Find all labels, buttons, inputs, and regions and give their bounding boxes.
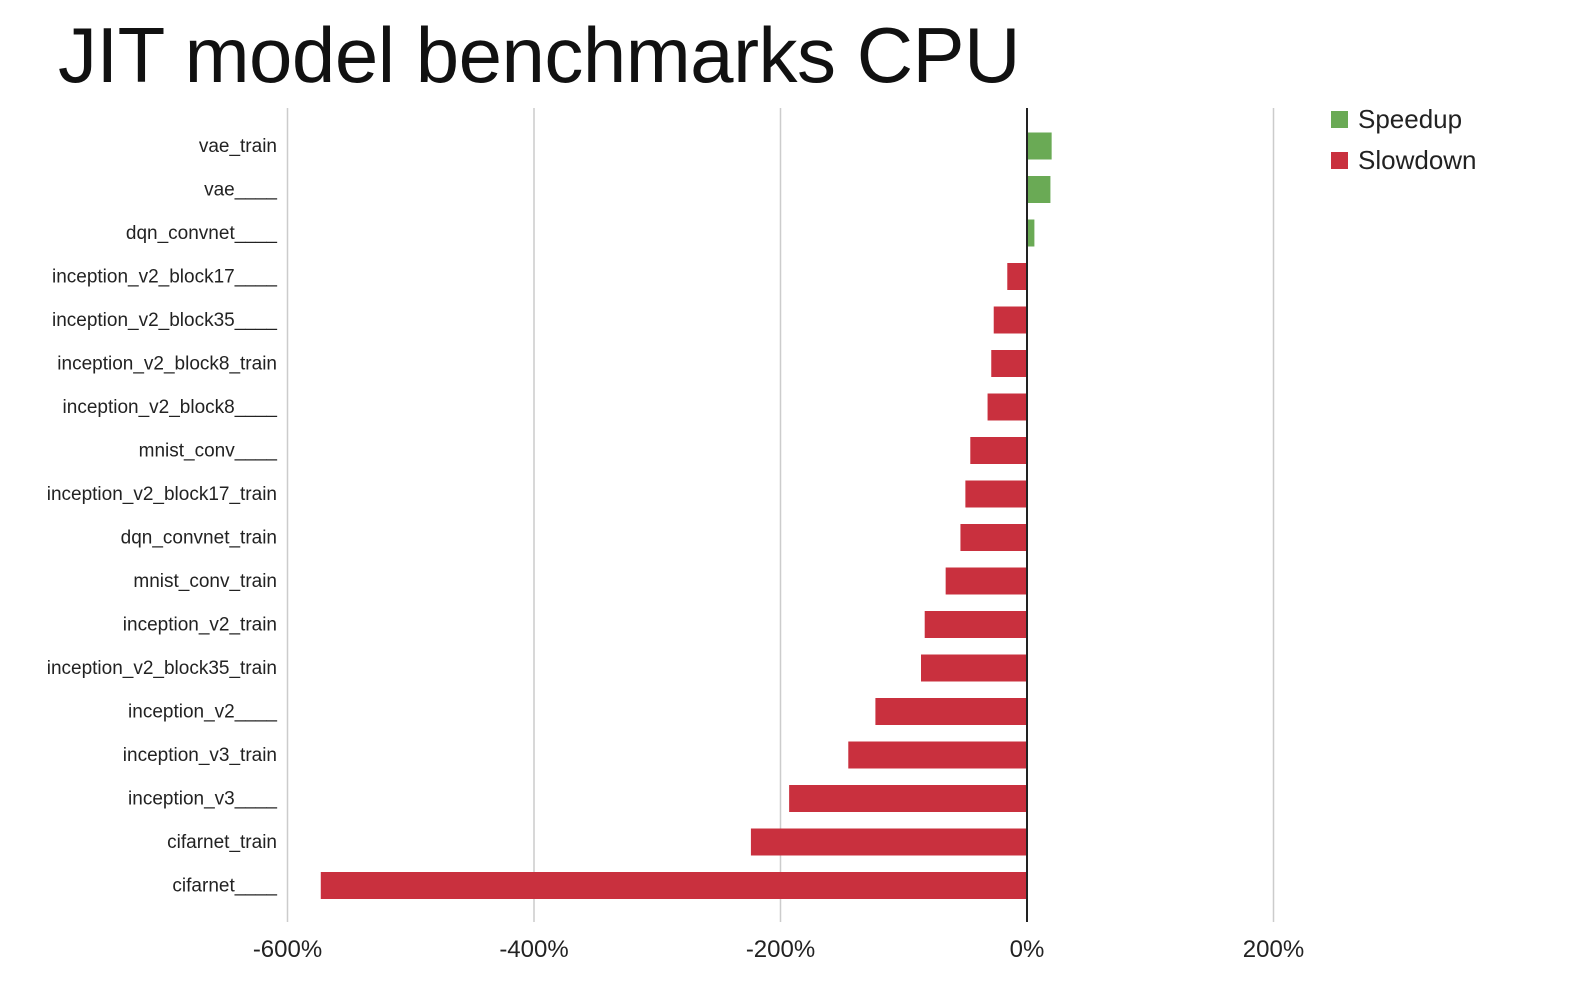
- category-labels: vae_train vae____ dqn_convnet____ inception…: [47, 136, 278, 897]
- gridlines: [286, 108, 1275, 922]
- category-label: dqn_convnet_train: [121, 528, 277, 549]
- x-tick-label: 0%: [1010, 936, 1045, 963]
- bar: [1027, 219, 1035, 247]
- bar: [875, 698, 1027, 725]
- category-label: inception_v2_block8____: [63, 397, 278, 418]
- category-label: inception_v2_block35____: [52, 310, 277, 331]
- category-label: inception_v3____: [128, 789, 277, 810]
- bar: [848, 741, 1027, 769]
- bar: [750, 828, 1027, 856]
- category-label: cifarnet____: [172, 876, 277, 897]
- category-label: inception_v2_block35_train: [47, 658, 277, 679]
- bar: [1007, 263, 1027, 290]
- category-label: mnist_conv____: [139, 441, 278, 462]
- category-label: dqn_convnet____: [126, 223, 278, 244]
- bars: [320, 132, 1052, 899]
- bar: [987, 393, 1027, 421]
- x-tick-label: -400%: [499, 936, 568, 963]
- category-label: vae____: [204, 180, 277, 201]
- legend-swatch: [1331, 111, 1348, 128]
- bar: [320, 872, 1028, 899]
- x-tick-label: 200%: [1243, 936, 1304, 963]
- x-tick-labels: -600% -400% -200% 0% 200%: [253, 936, 1304, 963]
- category-label: inception_v2_block8_train: [57, 354, 277, 375]
- category-label: vae_train: [199, 136, 277, 157]
- category-label: mnist_conv_train: [133, 571, 277, 592]
- bar: [991, 350, 1027, 377]
- bar: [789, 785, 1027, 812]
- bar: [993, 306, 1027, 334]
- category-label: inception_v2_block17_train: [47, 484, 277, 505]
- chart-title: JIT model benchmarks CPU: [58, 11, 1020, 99]
- bar: [1027, 176, 1051, 203]
- bar: [965, 480, 1027, 508]
- bar: [921, 654, 1027, 682]
- category-label: inception_v2_block17____: [52, 267, 277, 288]
- bar: [970, 437, 1027, 464]
- legend-label: Speedup: [1358, 104, 1462, 134]
- category-label: inception_v2____: [128, 702, 277, 723]
- legend: Speedup Slowdown: [1331, 104, 1477, 175]
- category-label: inception_v2_train: [123, 615, 277, 636]
- x-tick-label: -600%: [253, 936, 322, 963]
- x-tick-label: -200%: [746, 936, 815, 963]
- category-label: cifarnet_train: [167, 832, 277, 853]
- bar: [945, 567, 1027, 595]
- category-label: inception_v3_train: [123, 745, 277, 766]
- legend-label: Slowdown: [1358, 145, 1477, 175]
- bar: [924, 611, 1027, 638]
- bar: [960, 524, 1027, 551]
- legend-swatch: [1331, 152, 1348, 169]
- bar: [1027, 132, 1052, 160]
